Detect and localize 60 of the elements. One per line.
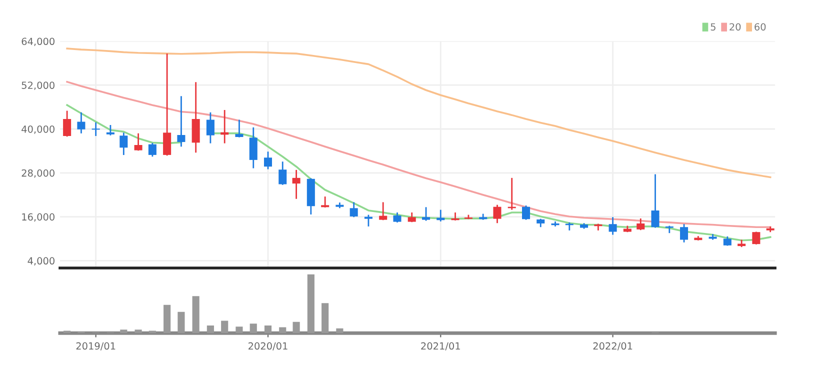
- candlestick: [120, 132, 128, 156]
- candlestick: [292, 169, 300, 200]
- candlestick: [636, 218, 645, 231]
- candlestick: [148, 142, 156, 158]
- candlestick: [393, 212, 402, 224]
- candlestick: [63, 110, 72, 138]
- candlestick: [249, 126, 258, 169]
- bar: [178, 312, 185, 334]
- candlestick: [752, 231, 760, 246]
- bar: [250, 324, 257, 334]
- y-tick-label: 4,000: [28, 257, 54, 266]
- candlestick: [134, 132, 142, 152]
- candlestick: [177, 95, 186, 148]
- x-tick-label: 2022/01: [593, 342, 632, 350]
- candlestick: [680, 223, 688, 244]
- candlestick: [163, 52, 172, 156]
- legend-label: 60: [754, 23, 766, 31]
- candlestick: [379, 202, 388, 221]
- candlestick: [192, 81, 200, 154]
- y-tick-label: 40,000: [22, 125, 54, 134]
- bar: [206, 325, 214, 334]
- candlestick: [278, 160, 287, 186]
- bar: [279, 327, 286, 334]
- candlestick: [350, 202, 358, 218]
- candlestick: [364, 214, 372, 228]
- bar: [64, 330, 71, 334]
- legend-label: 5: [710, 23, 716, 31]
- x-tick-label: 2020/01: [248, 342, 288, 350]
- y-tick-label: 64,000: [22, 38, 54, 46]
- candlestick: [206, 112, 214, 144]
- y-tick-label: 16,000: [22, 213, 54, 222]
- bar: [164, 304, 171, 334]
- candlestick: [321, 196, 330, 208]
- candlestick: [235, 119, 244, 138]
- candlestick: [422, 206, 430, 222]
- candlestick: [522, 204, 530, 220]
- candlestick: [106, 124, 114, 136]
- candlestick: [651, 174, 660, 228]
- bar: [236, 326, 243, 334]
- bar: [221, 320, 228, 334]
- y-tick-label: 52,000: [22, 82, 54, 90]
- candlestick: [608, 216, 617, 236]
- bar: [134, 330, 142, 334]
- bar: [336, 328, 344, 334]
- bar: [120, 330, 128, 334]
- x-tick-label: 2021/01: [421, 342, 460, 350]
- bar: [192, 296, 200, 334]
- line-series: [66, 48, 772, 178]
- bar: [148, 330, 156, 334]
- x-tick-label: 2019/01: [76, 342, 116, 350]
- bar: [292, 322, 300, 334]
- bar: [307, 274, 314, 334]
- candlestick: [77, 112, 86, 134]
- bar: [322, 303, 329, 334]
- candlestick: [493, 204, 502, 224]
- candlestick: [264, 150, 272, 170]
- bar: [264, 325, 272, 334]
- candlestick: [92, 122, 100, 137]
- y-tick-label: 28,000: [22, 169, 54, 178]
- legend-label: 20: [730, 23, 741, 31]
